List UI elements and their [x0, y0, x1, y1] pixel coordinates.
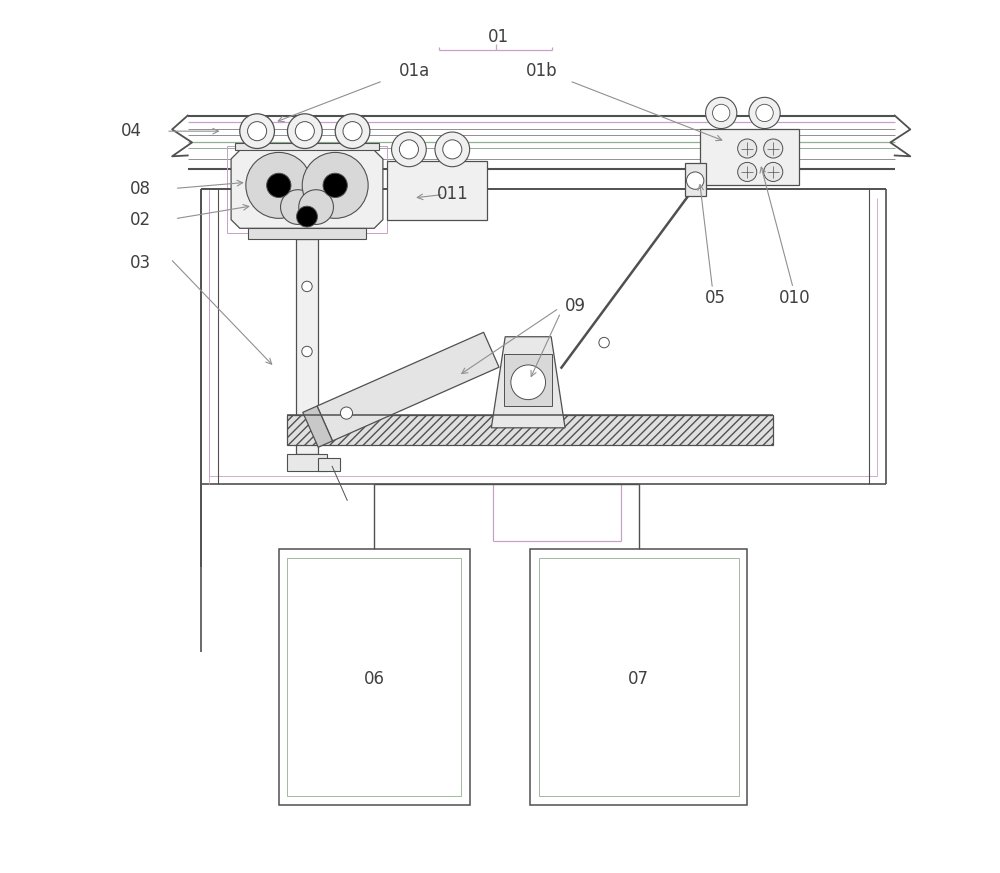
Circle shape: [511, 365, 546, 400]
Bar: [287, 454, 327, 471]
Text: 07: 07: [628, 670, 649, 689]
Bar: [227, 146, 387, 232]
Circle shape: [299, 189, 333, 224]
Bar: [248, 229, 366, 238]
Bar: [700, 128, 799, 185]
Bar: [287, 558, 461, 796]
Text: 01: 01: [488, 29, 509, 46]
Circle shape: [756, 104, 773, 121]
Bar: [685, 163, 706, 196]
Bar: [530, 549, 747, 805]
Circle shape: [302, 153, 368, 218]
Circle shape: [240, 113, 274, 148]
Bar: [296, 238, 318, 454]
Circle shape: [323, 173, 347, 197]
Circle shape: [246, 153, 312, 218]
Bar: [287, 415, 773, 445]
Bar: [387, 161, 487, 220]
Circle shape: [713, 104, 730, 121]
Text: 01b: 01b: [526, 62, 557, 80]
Circle shape: [443, 140, 462, 159]
Circle shape: [335, 113, 370, 148]
Circle shape: [287, 113, 322, 148]
Circle shape: [764, 139, 783, 158]
Circle shape: [687, 172, 704, 189]
Circle shape: [295, 121, 314, 141]
Circle shape: [706, 97, 737, 128]
Circle shape: [281, 189, 315, 224]
Circle shape: [435, 132, 470, 167]
Circle shape: [343, 121, 362, 141]
Circle shape: [738, 139, 757, 158]
Text: 010: 010: [779, 289, 811, 306]
Circle shape: [340, 407, 353, 419]
Bar: [235, 143, 379, 150]
Circle shape: [392, 132, 426, 167]
Circle shape: [297, 206, 317, 227]
Text: 06: 06: [364, 670, 385, 689]
Circle shape: [764, 162, 783, 182]
Text: 011: 011: [436, 184, 468, 203]
Circle shape: [248, 121, 267, 141]
Circle shape: [302, 281, 312, 292]
Bar: [318, 458, 340, 471]
Bar: [279, 549, 470, 805]
Text: 03: 03: [129, 254, 151, 272]
Text: 04: 04: [121, 122, 142, 141]
Text: 05: 05: [705, 289, 726, 306]
Circle shape: [749, 97, 780, 128]
Text: 09: 09: [565, 298, 586, 315]
Circle shape: [267, 173, 291, 197]
Circle shape: [399, 140, 418, 159]
Polygon shape: [317, 333, 499, 441]
Bar: [504, 354, 552, 406]
Circle shape: [599, 337, 609, 347]
Circle shape: [302, 347, 312, 357]
Polygon shape: [303, 406, 333, 447]
Text: 01a: 01a: [399, 62, 431, 80]
Polygon shape: [231, 150, 383, 229]
Text: 02: 02: [129, 210, 151, 229]
Text: 08: 08: [130, 181, 151, 198]
Polygon shape: [491, 337, 565, 428]
Bar: [539, 558, 739, 796]
Circle shape: [738, 162, 757, 182]
